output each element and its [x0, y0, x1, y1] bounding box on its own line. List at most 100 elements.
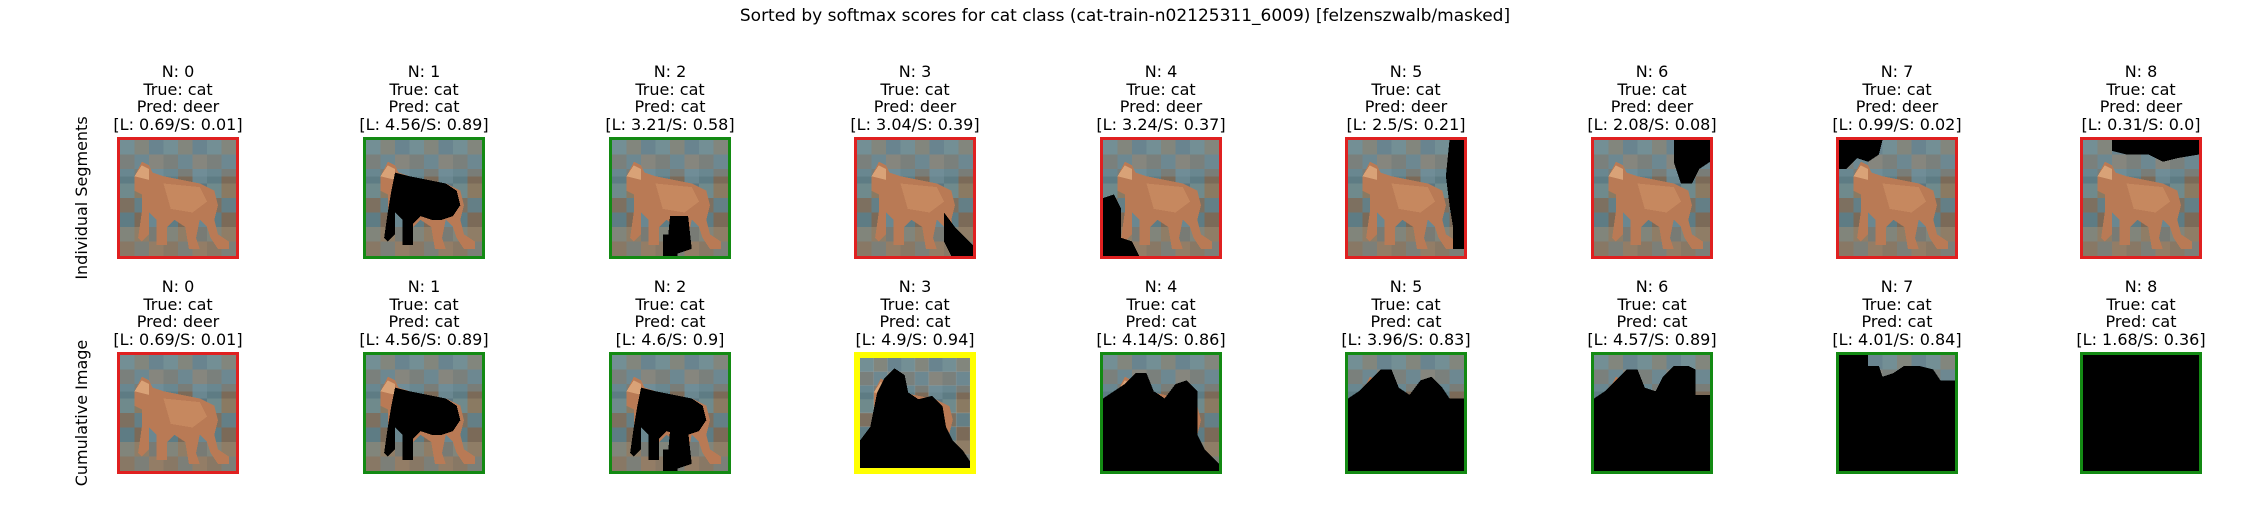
- segment-image: [1100, 137, 1222, 259]
- caption-true-label: True: cat: [1617, 294, 1687, 314]
- caption-1-3: N: 3 True: cat Pred: cat [L: 4.9/S: 0.94]: [815, 278, 1015, 348]
- caption-1-5: N: 5 True: cat Pred: cat [L: 3.96/S: 0.83]: [1306, 278, 1506, 348]
- caption-index: N: 0: [161, 277, 195, 296]
- caption-index: N: 0: [161, 62, 195, 81]
- caption-pred-label: Pred: cat: [388, 97, 460, 116]
- caption-pred-label: Pred: deer: [2099, 97, 2183, 116]
- caption-pred-label: Pred: deer: [1119, 97, 1203, 116]
- caption-1-0: N: 0 True: cat Pred: deer [L: 0.69/S: 0.01]: [78, 278, 278, 348]
- segment-image: [1836, 352, 1958, 474]
- caption-0-8: N: 8 True: cat Pred: deer [L: 0.31/S: 0.0]: [2041, 63, 2241, 133]
- caption-true-label: True: cat: [2106, 294, 2176, 314]
- caption-true-label: True: cat: [2106, 79, 2176, 99]
- caption-index: N: 3: [898, 62, 932, 81]
- caption-pred-label: Pred: cat: [388, 312, 460, 331]
- caption-0-5: N: 5 True: cat Pred: deer [L: 2.5/S: 0.21]: [1306, 63, 1506, 133]
- caption-scores: [L: 3.04/S: 0.39]: [850, 114, 980, 134]
- caption-pred-label: Pred: cat: [2105, 312, 2177, 331]
- caption-0-0: N: 0 True: cat Pred: deer [L: 0.69/S: 0.01]: [78, 63, 278, 133]
- caption-scores: [L: 2.08/S: 0.08]: [1587, 114, 1717, 134]
- caption-scores: [L: 4.57/S: 0.89]: [1587, 329, 1717, 349]
- caption-true-label: True: cat: [635, 79, 705, 99]
- segment-image: [854, 352, 976, 474]
- caption-index: N: 2: [653, 62, 687, 81]
- caption-true-label: True: cat: [1371, 79, 1441, 99]
- caption-scores: [L: 4.01/S: 0.84]: [1832, 329, 1962, 349]
- caption-1-6: N: 6 True: cat Pred: cat [L: 4.57/S: 0.89]: [1552, 278, 1752, 348]
- caption-scores: [L: 0.69/S: 0.01]: [113, 114, 243, 134]
- caption-index: N: 2: [653, 277, 687, 296]
- caption-index: N: 6: [1635, 277, 1669, 296]
- caption-index: N: 5: [1389, 277, 1423, 296]
- segment-image: [1345, 137, 1467, 259]
- caption-true-label: True: cat: [1862, 294, 1932, 314]
- caption-pred-label: Pred: cat: [1125, 312, 1197, 331]
- caption-scores: [L: 4.56/S: 0.89]: [359, 114, 489, 134]
- caption-true-label: True: cat: [880, 79, 950, 99]
- caption-index: N: 6: [1635, 62, 1669, 81]
- caption-scores: [L: 2.5/S: 0.21]: [1346, 114, 1466, 134]
- segment-image: [2080, 137, 2202, 259]
- caption-pred-label: Pred: deer: [1610, 97, 1694, 116]
- caption-pred-label: Pred: deer: [136, 97, 220, 116]
- caption-scores: [L: 0.99/S: 0.02]: [1832, 114, 1962, 134]
- caption-true-label: True: cat: [1617, 79, 1687, 99]
- caption-pred-label: Pred: cat: [1861, 312, 1933, 331]
- caption-true-label: True: cat: [880, 294, 950, 314]
- caption-index: N: 1: [407, 62, 441, 81]
- caption-index: N: 8: [2124, 277, 2158, 296]
- caption-true-label: True: cat: [389, 79, 459, 99]
- segment-image: [609, 352, 731, 474]
- caption-1-4: N: 4 True: cat Pred: cat [L: 4.14/S: 0.86]: [1061, 278, 1261, 348]
- caption-pred-label: Pred: deer: [1855, 97, 1939, 116]
- segment-image: [117, 352, 239, 474]
- caption-true-label: True: cat: [1126, 294, 1196, 314]
- caption-scores: [L: 3.21/S: 0.58]: [605, 114, 735, 134]
- caption-index: N: 3: [898, 277, 932, 296]
- segment-image: [117, 137, 239, 259]
- caption-index: N: 5: [1389, 62, 1423, 81]
- segment-image: [1345, 352, 1467, 474]
- caption-scores: [L: 4.56/S: 0.89]: [359, 329, 489, 349]
- caption-index: N: 1: [407, 277, 441, 296]
- caption-0-6: N: 6 True: cat Pred: deer [L: 2.08/S: 0.08]: [1552, 63, 1752, 133]
- caption-index: N: 4: [1144, 277, 1178, 296]
- caption-true-label: True: cat: [1862, 79, 1932, 99]
- caption-scores: [L: 4.6/S: 0.9]: [615, 329, 725, 349]
- caption-index: N: 8: [2124, 62, 2158, 81]
- caption-true-label: True: cat: [635, 294, 705, 314]
- caption-index: N: 7: [1880, 62, 1914, 81]
- caption-pred-label: Pred: deer: [136, 312, 220, 331]
- caption-true-label: True: cat: [1371, 294, 1441, 314]
- caption-index: N: 7: [1880, 277, 1914, 296]
- caption-true-label: True: cat: [1126, 79, 1196, 99]
- caption-pred-label: Pred: cat: [634, 97, 706, 116]
- caption-pred-label: Pred: cat: [1616, 312, 1688, 331]
- caption-scores: [L: 0.31/S: 0.0]: [2081, 114, 2201, 134]
- caption-pred-label: Pred: cat: [1370, 312, 1442, 331]
- caption-0-3: N: 3 True: cat Pred: deer [L: 3.04/S: 0.39]: [815, 63, 1015, 133]
- caption-true-label: True: cat: [143, 79, 213, 99]
- segment-image: [1591, 137, 1713, 259]
- segment-image: [609, 137, 731, 259]
- caption-pred-label: Pred: cat: [634, 312, 706, 331]
- caption-true-label: True: cat: [389, 294, 459, 314]
- segment-image: [1591, 352, 1713, 474]
- caption-0-7: N: 7 True: cat Pred: deer [L: 0.99/S: 0.02]: [1797, 63, 1997, 133]
- caption-pred-label: Pred: deer: [1364, 97, 1448, 116]
- segment-image: [1836, 137, 1958, 259]
- caption-scores: [L: 4.14/S: 0.86]: [1096, 329, 1226, 349]
- caption-1-2: N: 2 True: cat Pred: cat [L: 4.6/S: 0.9]: [570, 278, 770, 348]
- caption-scores: [L: 0.69/S: 0.01]: [113, 329, 243, 349]
- caption-0-1: N: 1 True: cat Pred: cat [L: 4.56/S: 0.89]: [324, 63, 524, 133]
- segment-image: [854, 137, 976, 259]
- caption-scores: [L: 1.68/S: 0.36]: [2076, 329, 2206, 349]
- segment-image: [1100, 352, 1222, 474]
- caption-1-7: N: 7 True: cat Pred: cat [L: 4.01/S: 0.84]: [1797, 278, 1997, 348]
- figure-title: Sorted by softmax scores for cat class (…: [739, 6, 1511, 26]
- caption-scores: [L: 4.9/S: 0.94]: [855, 329, 975, 349]
- caption-scores: [L: 3.24/S: 0.37]: [1096, 114, 1226, 134]
- caption-1-8: N: 8 True: cat Pred: cat [L: 1.68/S: 0.36]: [2041, 278, 2241, 348]
- caption-pred-label: Pred: deer: [873, 97, 957, 116]
- caption-1-1: N: 1 True: cat Pred: cat [L: 4.56/S: 0.89]: [324, 278, 524, 348]
